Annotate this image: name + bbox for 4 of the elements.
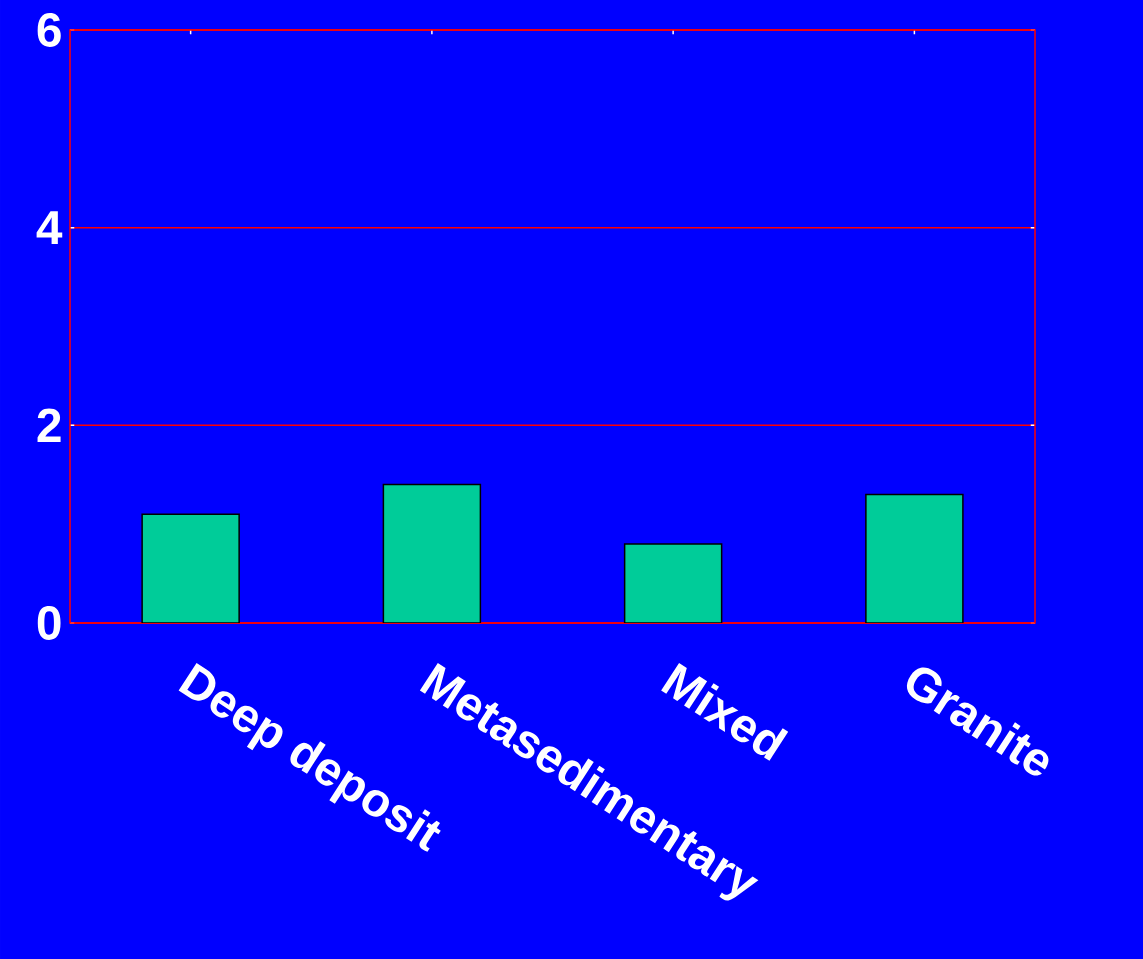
- y-tick-label: 6: [37, 13, 61, 47]
- y-tick-label: 0: [37, 606, 61, 640]
- y-tick-label: 4: [36, 211, 63, 245]
- y-tick-label: 2: [37, 408, 61, 443]
